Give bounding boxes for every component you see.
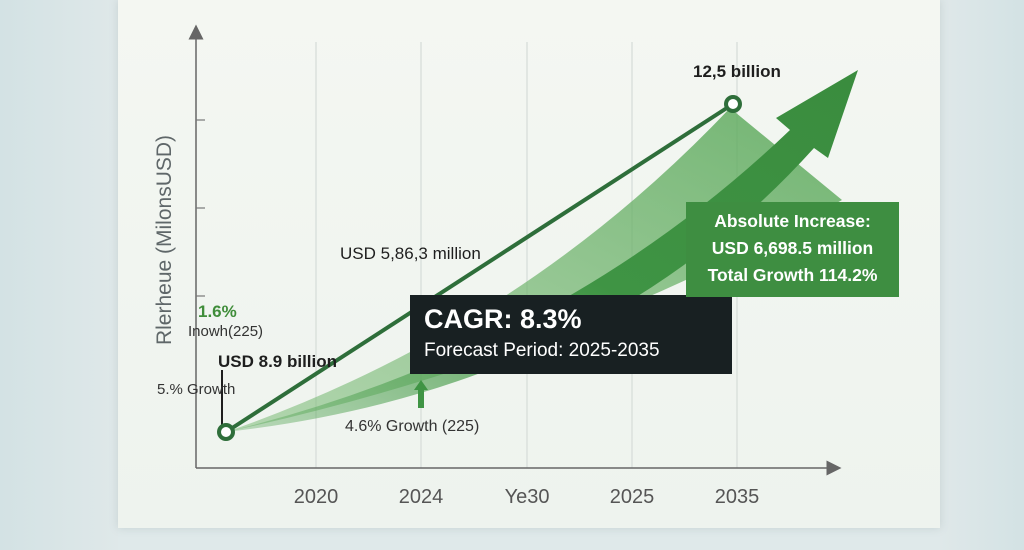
absolute-increase-callout: Absolute Increase: USD 6,698.5 million T… bbox=[686, 202, 899, 297]
end-value-label: 12,5 billion bbox=[693, 62, 781, 81]
series-line bbox=[224, 102, 735, 434]
background-left bbox=[0, 0, 118, 550]
bottom-growth-label: 4.6% Growth (225) bbox=[345, 418, 480, 435]
forecast-period: Forecast Period: 2025-2035 bbox=[424, 340, 660, 361]
x-tick-label: 2025 bbox=[609, 486, 655, 508]
abs-line-2: USD 6,698.5 million bbox=[711, 238, 874, 258]
mid-value-label: USD 5,86,3 million bbox=[340, 244, 481, 263]
background-right bbox=[940, 0, 1024, 550]
cagr-callout: CAGR: 8.3% Forecast Period: 2025-2035 bbox=[410, 295, 732, 374]
start-point bbox=[217, 423, 235, 441]
abs-line-1: Absolute Increase: bbox=[714, 211, 871, 231]
x-tick-label: Ye30 bbox=[504, 486, 550, 508]
left-percent-sub: Inowh(225) bbox=[188, 323, 264, 340]
small-up-arrow bbox=[414, 380, 428, 408]
x-tick-label: 2035 bbox=[714, 486, 760, 508]
left-percent-label: 1.6% bbox=[198, 302, 237, 321]
y-ticks bbox=[196, 119, 205, 297]
start-value-label: USD 8.9 billion bbox=[218, 352, 338, 371]
growth-area bbox=[226, 108, 842, 432]
x-tick-label: 2024 bbox=[398, 486, 444, 508]
cagr-title: CAGR: 8.3% bbox=[424, 304, 582, 334]
end-point bbox=[724, 95, 742, 113]
y-axis-label: Rlerheue (MilonsUSD) bbox=[153, 134, 176, 346]
abs-line-3: Total Growth 114.2% bbox=[707, 265, 878, 285]
x-tick-label: 2020 bbox=[293, 486, 339, 508]
left-growth-label: 5.% Growth bbox=[157, 381, 236, 398]
